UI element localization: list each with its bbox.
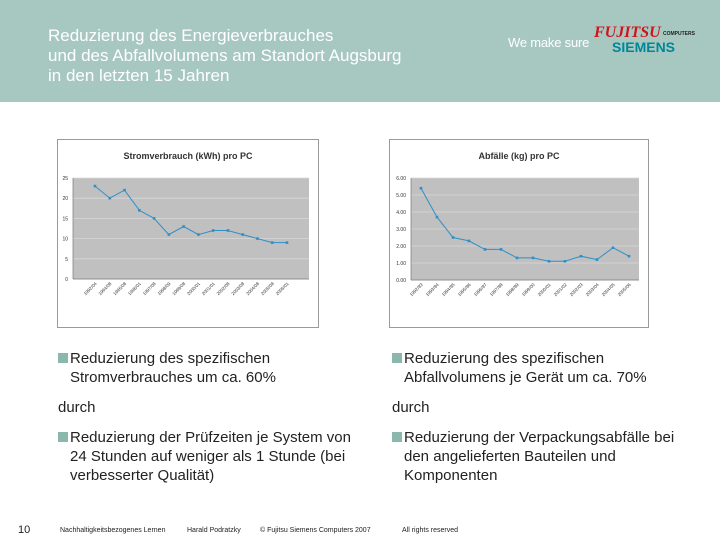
data-point — [285, 241, 289, 244]
waste-chart-svg: Abfälle (kg) pro PC 0.00 1.00 2.00 3.00 4.00 5… — [389, 139, 649, 328]
electricity-chart: Stromverbrauch (kWh) pro PC 0 5 10 15 20 25 199… — [57, 139, 319, 328]
title-line-3: in den letzten 15 Jahren — [48, 66, 230, 85]
data-point — [241, 233, 244, 236]
slide-title: Reduzierung des Energieverbrauches und d… — [48, 26, 401, 86]
data-point — [467, 239, 471, 243]
y-tick-label: 2.00 — [396, 244, 406, 250]
data-point — [211, 229, 215, 232]
right-durch: durch — [392, 399, 430, 416]
bullet-left-1-text: Reduzierung des spezifischen Stromverbra… — [70, 350, 276, 386]
data-point — [547, 260, 551, 263]
bullet-left-1: Reduzierung des spezifischen Stromverbra… — [58, 349, 348, 387]
series-line — [94, 185, 287, 244]
logo-siemens-text: SIEMENS — [612, 39, 675, 55]
bullet-square — [58, 353, 68, 363]
y-tick-label: 1.00 — [396, 261, 406, 267]
footer-topic: Nachhaltigkeitsbezogenes Lernen — [60, 527, 166, 534]
chart-title: Abfälle (kg) pro PC — [478, 151, 560, 161]
bullet-right-2-text: Reduzierung der Verpackungsabfälle bei d… — [404, 429, 675, 484]
slogan: We make sure — [508, 35, 590, 50]
bullet-right-1-text: Reduzierung des spezifischen Abfallvolum… — [404, 350, 647, 386]
logo-fujitsu-text: FUJITSU — [593, 24, 662, 41]
bullet-right-2: Reduzierung der Verpackungsabfälle bei d… — [392, 428, 692, 485]
data-point — [611, 246, 615, 249]
data-point — [579, 254, 583, 258]
y-tick-label: 0 — [65, 277, 68, 283]
data-point — [108, 196, 112, 200]
title-line-1: Reduzierung des Energieverbrauches — [48, 26, 334, 45]
data-point — [123, 188, 126, 192]
data-point — [256, 237, 259, 240]
y-tick-label: 6.00 — [396, 176, 406, 182]
data-point — [435, 215, 439, 219]
data-point — [483, 248, 487, 251]
waste-chart: Abfälle (kg) pro PC 0.00 1.00 2.00 3.00 4.00 5… — [389, 139, 649, 328]
y-tick-label: 10 — [62, 237, 68, 243]
y-tick-label: 25 — [62, 176, 68, 182]
footer-rights: All rights reserved — [402, 527, 459, 534]
data-point — [531, 256, 535, 260]
data-point — [182, 225, 185, 228]
series-line — [420, 187, 630, 262]
bullet-square — [392, 353, 402, 363]
data-point — [515, 256, 519, 260]
data-point — [270, 241, 274, 244]
y-tick-label: 20 — [62, 196, 68, 202]
data-point — [499, 248, 503, 251]
data-point — [419, 186, 423, 190]
y-tick-label: 3.00 — [396, 227, 406, 233]
left-durch: durch — [58, 399, 96, 416]
bullet-square — [392, 432, 402, 442]
chart-title: Stromverbrauch (kWh) pro PC — [123, 151, 253, 161]
data-point — [563, 260, 567, 263]
data-point — [167, 233, 171, 236]
bullet-right-1: Reduzierung des spezifischen Abfallvolum… — [392, 349, 692, 387]
data-point — [226, 229, 230, 232]
bullet-left-2: Reduzierung der Prüfzeiten je System von… — [58, 428, 358, 485]
footer-copyright: © Fujitsu Siemens Computers 2007 — [260, 527, 371, 534]
bullet-square — [58, 432, 68, 442]
data-point — [197, 233, 200, 236]
y-tick-label: 4.00 — [396, 210, 406, 216]
bullet-left-2-text: Reduzierung der Prüfzeiten je System von… — [70, 429, 351, 484]
y-tick-label: 5.00 — [396, 193, 406, 199]
data-point — [138, 209, 141, 212]
y-tick-label: 15 — [62, 216, 68, 222]
header-banner: Reduzierung des Energieverbrauches und d… — [0, 0, 720, 102]
y-tick-label: 5 — [65, 257, 68, 263]
data-point — [627, 254, 631, 258]
data-point — [93, 184, 97, 188]
logo-computers-text: COMPUTERS — [663, 31, 696, 37]
y-tick-label: 0.00 — [396, 278, 406, 284]
data-point — [595, 258, 599, 261]
data-point — [451, 236, 455, 239]
fujitsu-siemens-logo: FUJITSU COMPUTERS SIEMENS — [593, 24, 696, 55]
page-number: 10 — [18, 524, 31, 536]
title-line-2: und des Abfallvolumens am Standort Augsb… — [48, 46, 402, 65]
footer-author: Harald Podratzky — [187, 527, 241, 534]
data-point — [152, 217, 156, 220]
plot-area — [73, 178, 309, 279]
electricity-chart-svg: Stromverbrauch (kWh) pro PC0510152025199… — [57, 139, 319, 328]
